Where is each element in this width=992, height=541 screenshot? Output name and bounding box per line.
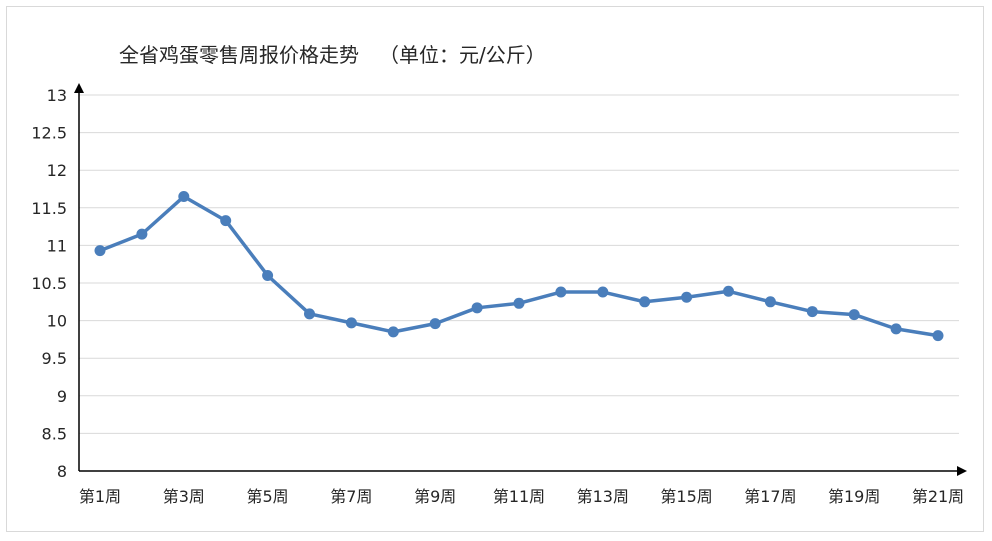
gridlines — [79, 94, 959, 434]
y-tick-label: 11 — [47, 236, 67, 255]
data-point — [932, 330, 944, 342]
y-tick-label: 8.5 — [42, 424, 67, 443]
chart-title: 全省鸡蛋零售周报价格走势 — [119, 43, 359, 67]
x-axis-arrow — [957, 466, 967, 476]
axes — [74, 83, 967, 476]
y-tick-label: 10 — [47, 312, 67, 331]
chart-frame: 全省鸡蛋零售周报价格走势 （单位：元/公斤） 8 8.5 9 9.5 10 10.5 11 1… — [6, 6, 984, 532]
x-axis-tick-labels: 第1周 第3周 第5周 第7周 第9周 第11周 第13周 第15周 第17周 第19周 第21周 — [79, 487, 964, 506]
data-point — [94, 245, 106, 257]
x-tick-label: 第1周 — [79, 487, 121, 506]
data-point — [136, 228, 148, 240]
y-tick-label: 12 — [47, 161, 67, 180]
series-group — [94, 191, 944, 342]
x-tick-label: 第5周 — [247, 487, 289, 506]
y-tick-label: 13 — [47, 86, 67, 105]
data-point — [262, 269, 274, 281]
data-point — [178, 191, 190, 203]
y-tick-label: 9 — [57, 387, 67, 406]
chart-unit: （单位：元/公斤） — [379, 43, 546, 67]
data-point — [304, 308, 315, 320]
data-point — [639, 296, 651, 308]
x-tick-label: 第7周 — [330, 487, 372, 506]
data-point — [429, 318, 441, 330]
data-point — [513, 297, 525, 309]
data-point — [681, 291, 693, 303]
y-axis-tick-labels: 8 8.5 9 9.5 10 10.5 11 11.5 12 12.5 13 — [31, 86, 67, 481]
data-point — [723, 285, 734, 297]
y-tick-label: 11.5 — [31, 199, 67, 218]
y-tick-label: 10.5 — [31, 274, 67, 293]
y-tick-label: 12.5 — [31, 124, 67, 143]
data-point — [764, 296, 776, 308]
x-tick-label: 第9周 — [414, 487, 456, 506]
chart-title-group: 全省鸡蛋零售周报价格走势 （单位：元/公斤） — [119, 43, 546, 67]
x-tick-label: 第11周 — [493, 487, 545, 506]
x-tick-label: 第13周 — [577, 487, 629, 506]
x-tick-label: 第21周 — [912, 487, 964, 506]
data-point — [220, 215, 232, 227]
data-point — [387, 326, 399, 338]
x-tick-label: 第3周 — [163, 487, 205, 506]
data-point — [345, 317, 357, 329]
y-tick-label: 8 — [57, 462, 67, 481]
data-point — [890, 323, 902, 335]
data-point — [848, 309, 860, 321]
data-point — [471, 302, 483, 314]
y-axis-arrow — [74, 83, 84, 93]
y-tick-label: 9.5 — [42, 349, 67, 368]
x-tick-label: 第15周 — [660, 487, 712, 506]
x-tick-label: 第17周 — [744, 487, 796, 506]
line-chart: 全省鸡蛋零售周报价格走势 （单位：元/公斤） 8 8.5 9 9.5 10 10.5 11 1… — [31, 43, 967, 506]
data-point — [597, 286, 609, 298]
x-tick-label: 第19周 — [828, 487, 880, 506]
data-point — [555, 286, 567, 298]
data-point — [806, 306, 818, 318]
